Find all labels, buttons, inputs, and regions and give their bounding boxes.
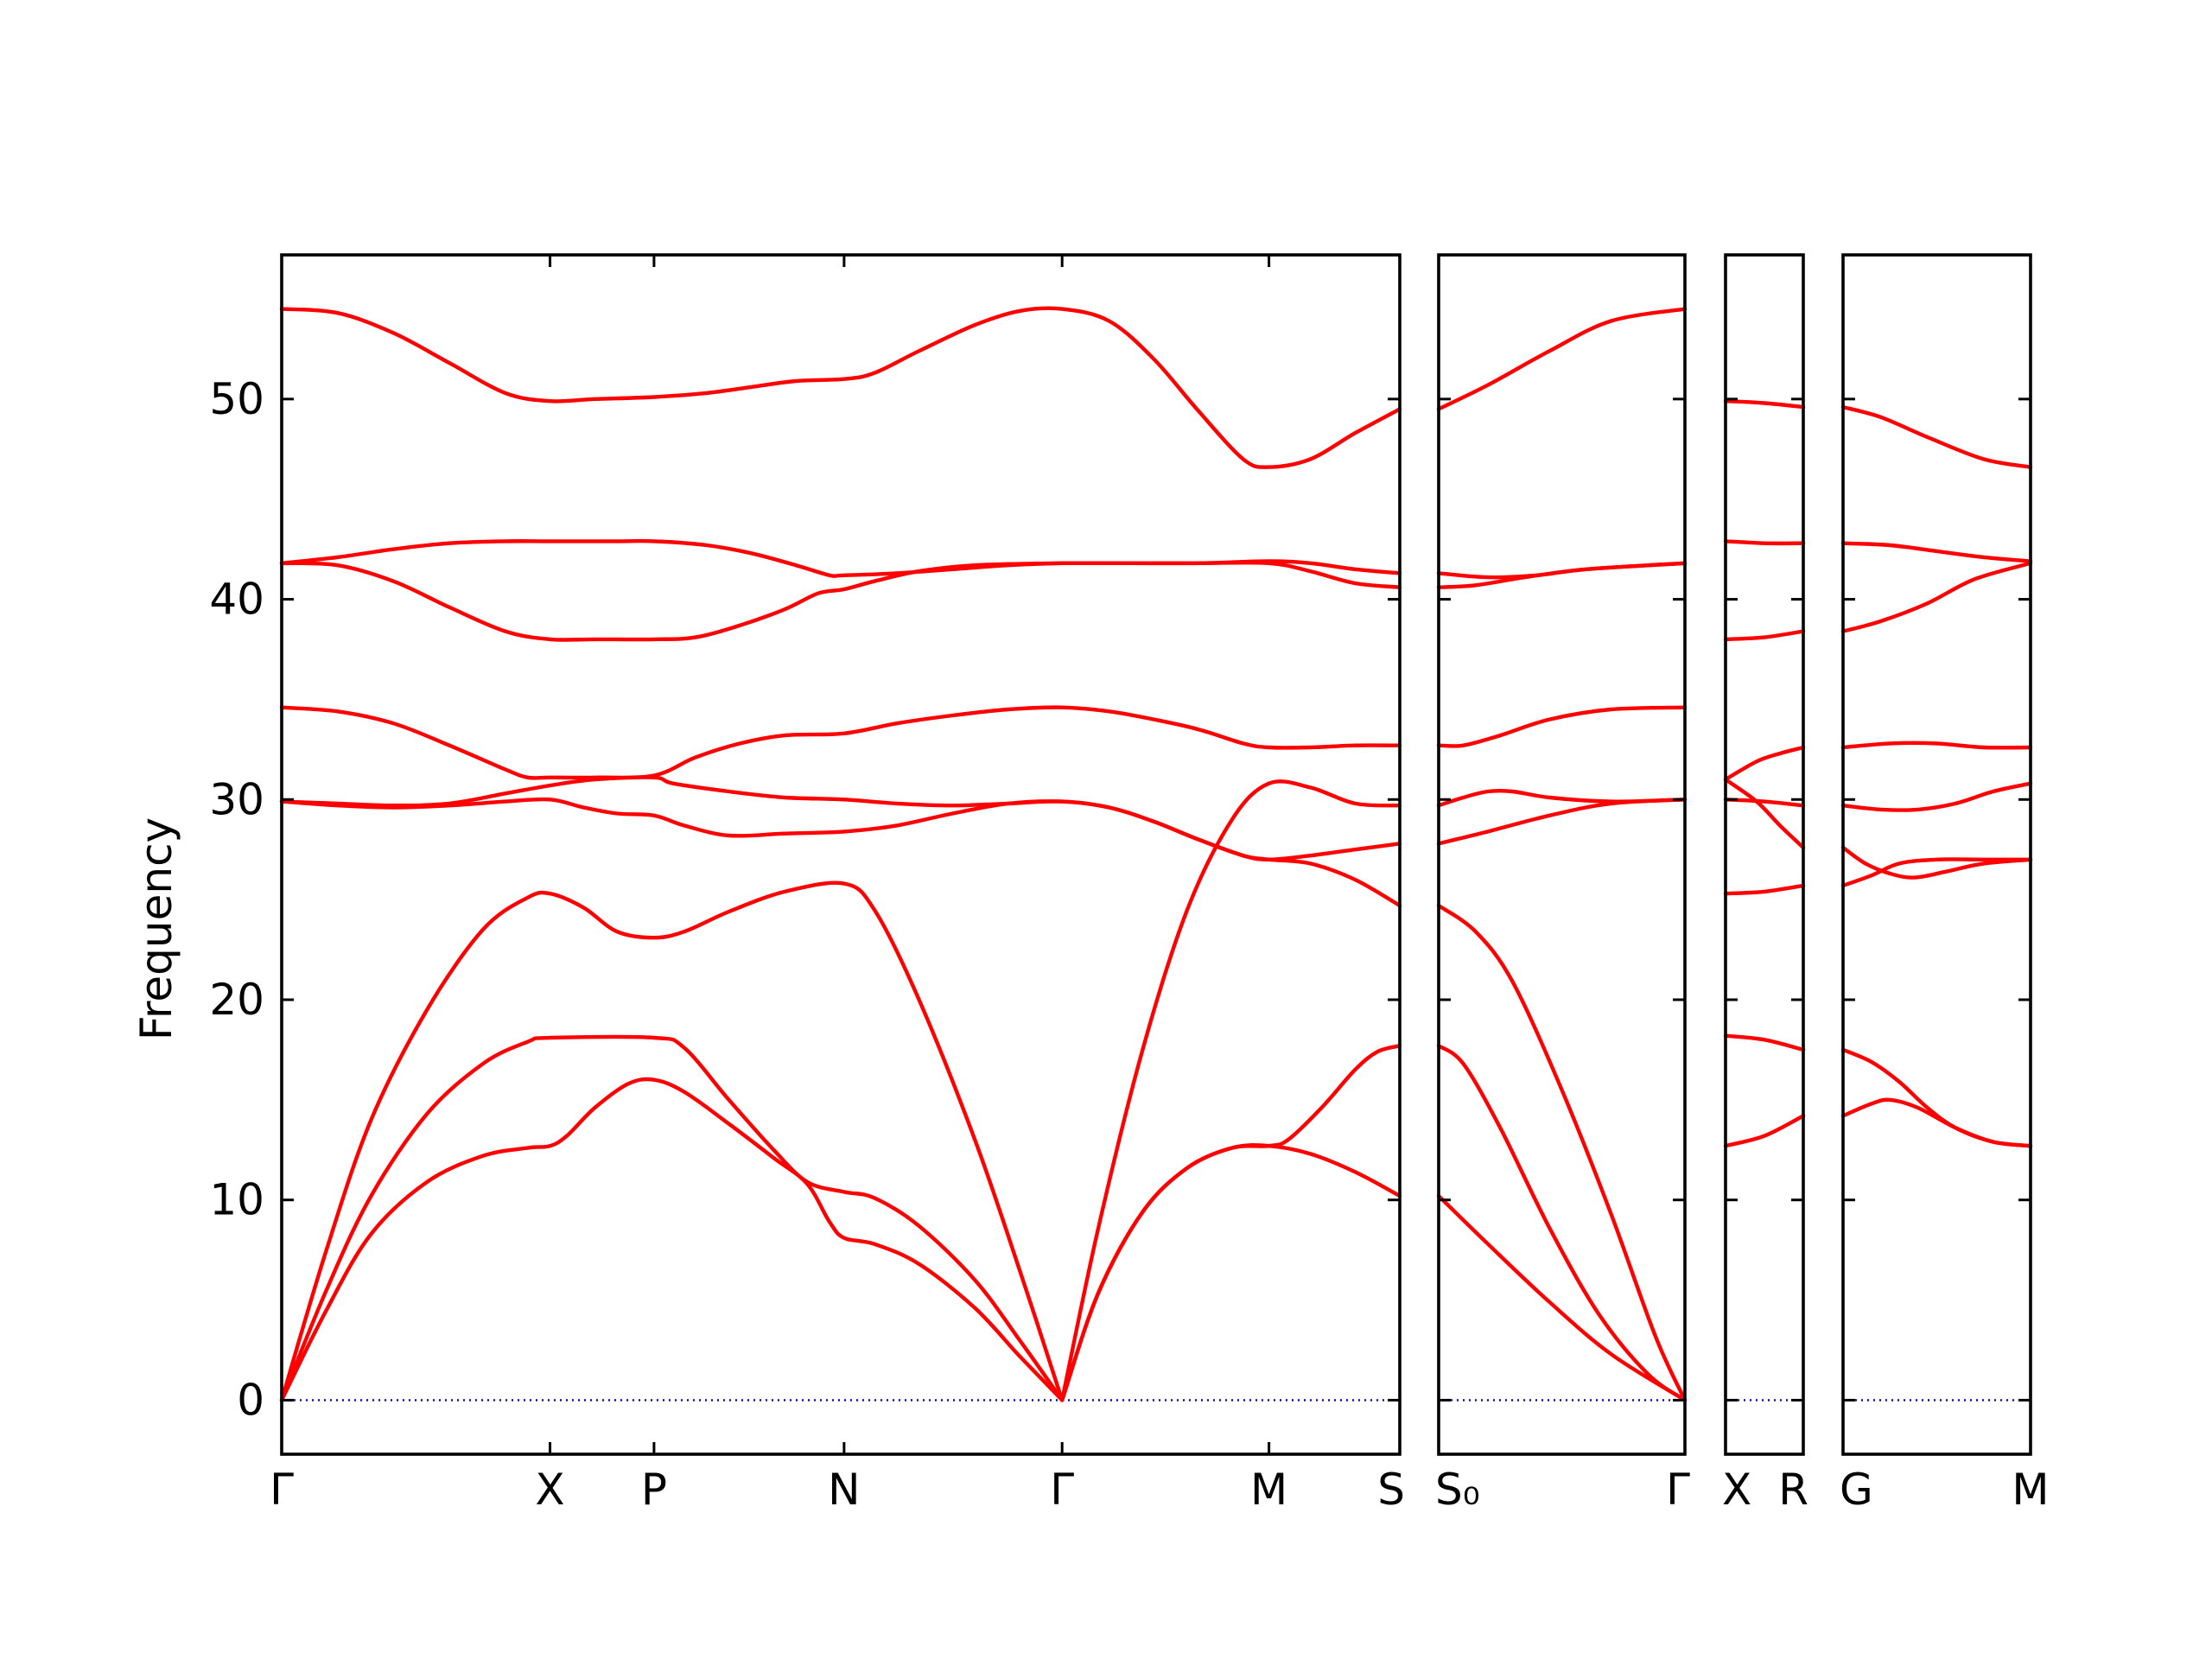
phonon-band-line <box>1723 883 1806 896</box>
phonon-band-line <box>1840 1097 2033 1148</box>
x-tick-label: X <box>535 1465 564 1515</box>
x-tick-label: Γ <box>1050 1465 1074 1515</box>
phonon-band-line <box>1060 779 1402 1402</box>
axes-frame <box>1437 253 1687 1456</box>
y-axis-label: Frequency <box>131 817 181 1040</box>
phonon-band-line <box>1723 629 1806 642</box>
phonon-band-line <box>1436 1193 1688 1402</box>
x-tick-label: Γ <box>1666 1465 1690 1515</box>
phonon-band-line <box>1840 741 2033 750</box>
x-tick-label: G <box>1840 1465 1873 1515</box>
phonon-band-line <box>1840 781 2033 812</box>
phonon-band-line <box>1436 705 1688 748</box>
y-tick-label: 50 <box>209 374 264 424</box>
x-tick-label: M <box>2012 1465 2049 1515</box>
phonon-band-line <box>279 306 1402 469</box>
band-panel-2: S₀ Γ <box>1435 253 1690 1515</box>
phonon-band-line <box>1436 903 1688 1402</box>
y-tick-label: 0 <box>237 1375 264 1425</box>
phonon-band-line <box>1840 1047 2033 1148</box>
x-tick-label: N <box>828 1465 860 1515</box>
phonon-band-line <box>1723 1114 1806 1148</box>
phonon-band-line <box>1723 1033 1806 1052</box>
phonon-band-line <box>279 775 1402 861</box>
phonon-band-line <box>1723 745 1806 782</box>
phonon-band-line <box>1723 399 1806 410</box>
y-tick-label: 20 <box>209 975 264 1025</box>
x-tick-label: S₀ <box>1435 1465 1480 1515</box>
x-tick-label: R <box>1778 1465 1808 1515</box>
x-tick-label: M <box>1250 1465 1287 1515</box>
phonon-band-line <box>1436 798 1688 846</box>
phonon-band-line <box>1436 307 1688 411</box>
y-tick-label: 40 <box>209 575 264 625</box>
phonon-band-line <box>279 1077 1065 1402</box>
axes-frame <box>1841 253 2032 1456</box>
phonon-band-line <box>1436 788 1688 808</box>
phonon-band-line <box>1840 857 2033 888</box>
phonon-band-line <box>279 1034 1065 1402</box>
phonon-band-line <box>1840 541 2033 563</box>
axes-frame <box>280 253 1402 1456</box>
phonon-band-line <box>279 880 1065 1402</box>
phonon-band-line <box>1436 1044 1688 1402</box>
x-tick-label: Γ <box>270 1465 294 1515</box>
y-tick-label: 10 <box>209 1175 264 1225</box>
x-tick-label: S <box>1377 1465 1405 1515</box>
phonon-band-line <box>1840 404 2033 469</box>
phonon-band-line <box>1840 561 2033 633</box>
phonon-band-line <box>1840 845 2033 880</box>
band-panel-1: 0 10 20 30 40 50 Γ X P N Γ M S <box>209 253 1405 1515</box>
phonon-band-line <box>279 705 1402 780</box>
y-tick-label: 30 <box>209 774 264 824</box>
axes-frame <box>1724 253 1805 1456</box>
phonon-band-line <box>279 538 1402 578</box>
phonon-band-line <box>1436 561 1688 580</box>
phonon-band-line <box>1723 777 1806 850</box>
phonon-band-line <box>1060 1044 1402 1402</box>
x-tick-label: P <box>641 1465 667 1515</box>
phonon-band-line <box>1060 1143 1402 1402</box>
phonon-band-line <box>1723 539 1806 546</box>
x-tick-label: X <box>1722 1465 1751 1515</box>
